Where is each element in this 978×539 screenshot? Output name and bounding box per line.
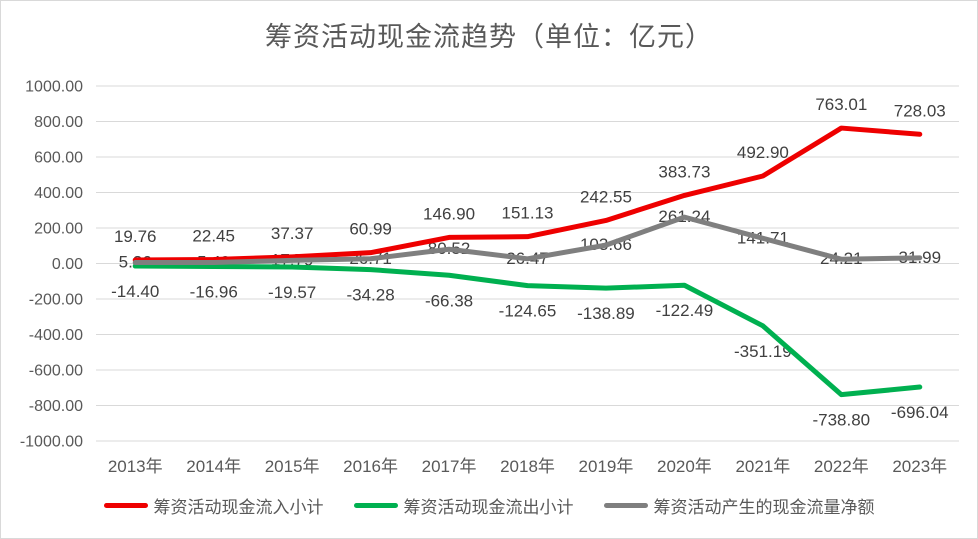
x-tick-label: 2019年 <box>579 457 634 476</box>
series-line-net <box>132 214 923 266</box>
y-tick-label: -600.00 <box>29 363 83 380</box>
y-tick-label: -200.00 <box>29 292 83 309</box>
legend-item-inflow: 筹资活动现金流入小计 <box>103 493 324 518</box>
y-tick-label: 600.00 <box>34 150 83 167</box>
data-label-inflow: 60.99 <box>349 220 392 239</box>
y-tick-label: -1000.00 <box>20 434 83 451</box>
legend-label-outflow: 筹资活动现金流出小计 <box>403 498 574 517</box>
data-label-outflow: -19.57 <box>268 283 316 302</box>
x-tick-label: 2021年 <box>735 457 790 476</box>
x-tick-label: 2014年 <box>186 457 241 476</box>
data-label-inflow: 146.90 <box>423 204 475 223</box>
y-tick-label: 800.00 <box>34 114 83 131</box>
x-tick-label: 2020年 <box>657 457 712 476</box>
data-label-inflow: 492.90 <box>737 143 789 162</box>
data-label-outflow: -122.49 <box>656 301 714 320</box>
data-label-outflow: -124.65 <box>499 302 557 321</box>
y-tick-label: 1000.00 <box>25 79 83 96</box>
x-tick-label: 2016年 <box>343 457 398 476</box>
data-label-inflow: 37.37 <box>271 224 314 243</box>
x-tick-label: 2017年 <box>422 457 477 476</box>
x-tick-label: 2018年 <box>500 457 555 476</box>
y-tick-label: 0.00 <box>52 256 83 273</box>
data-label-inflow: 383.73 <box>658 162 710 181</box>
legend-label-net: 筹资活动产生的现金流量净额 <box>653 498 875 517</box>
data-label-outflow: -351.19 <box>734 342 792 361</box>
legend-line-swatch-outflow <box>353 503 398 508</box>
legend-label-inflow: 筹资活动现金流入小计 <box>153 498 324 517</box>
x-axis-labels: 2013年 2014年 2015年 2016年 2017年 2018年 2019年 2020年… <box>108 457 947 476</box>
data-label-outflow: -34.28 <box>346 286 394 305</box>
x-tick-label: 2022年 <box>814 457 869 476</box>
legend-line-swatch-net <box>603 503 648 508</box>
series-line-outflow <box>132 263 923 398</box>
series-lines <box>132 125 923 398</box>
data-label-outflow: -14.40 <box>111 282 159 301</box>
y-tick-label: -400.00 <box>29 327 83 344</box>
legend-item-net: 筹资活动产生的现金流量净额 <box>603 493 875 518</box>
y-axis-labels: 1000.00 800.00 600.00 400.00 200.00 0.00 -200.… <box>20 79 83 451</box>
x-tick-label: 2013年 <box>108 457 163 476</box>
y-tick-label: 200.00 <box>34 221 83 238</box>
data-label-outflow: -66.38 <box>425 291 473 310</box>
data-label-outflow: -138.89 <box>577 304 635 323</box>
gridlines <box>96 85 959 442</box>
data-label-inflow: 242.55 <box>580 187 632 206</box>
data-label-outflow: -738.80 <box>812 411 870 430</box>
y-tick-label: 400.00 <box>34 185 83 202</box>
data-label-inflow: 763.01 <box>815 95 867 114</box>
legend-item-outflow: 筹资活动现金流出小计 <box>353 493 574 518</box>
data-label-outflow: -696.04 <box>891 403 949 422</box>
legend-line-swatch-inflow <box>103 503 148 508</box>
x-tick-label: 2015年 <box>265 457 320 476</box>
data-label-inflow: 151.13 <box>502 204 554 223</box>
data-labels: 19.76 22.45 37.37 60.99 146.90 151.13 242.55 38… <box>111 95 948 430</box>
legend: 筹资活动现金流入小计 筹资活动现金流出小计 筹资活动产生的现金流量净额 <box>1 493 977 518</box>
data-label-outflow: -16.96 <box>190 283 238 302</box>
series-line-inflow <box>132 125 923 263</box>
data-label-inflow: 22.45 <box>192 227 235 246</box>
data-label-inflow: 19.76 <box>114 227 157 246</box>
x-tick-label: 2023年 <box>892 457 947 476</box>
chart-title: 筹资活动现金流趋势（单位：亿元） <box>265 22 713 52</box>
data-label-inflow: 728.03 <box>894 101 946 120</box>
y-tick-label: -800.00 <box>29 398 83 415</box>
